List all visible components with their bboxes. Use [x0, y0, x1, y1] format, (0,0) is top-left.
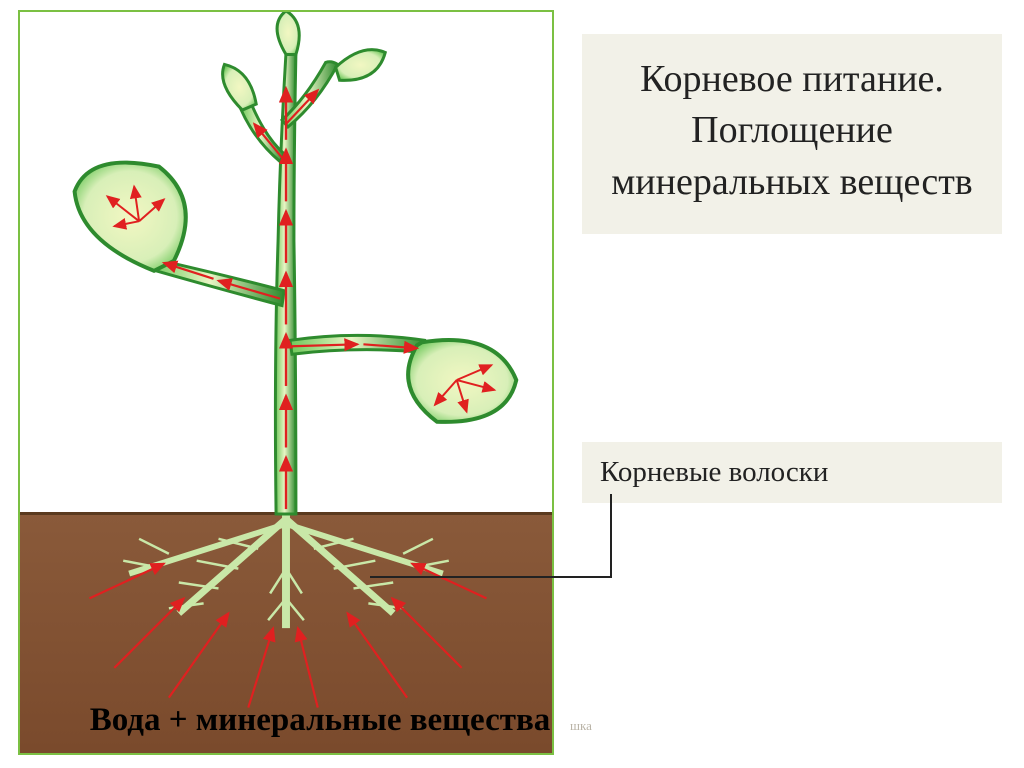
- label-connector-horizontal: [370, 576, 612, 578]
- bottom-caption: Вода + минеральные вещества: [80, 700, 560, 741]
- root-hair-label: Корневые волоски: [600, 456, 984, 489]
- plant-illustration: [20, 12, 552, 753]
- label-connector-vertical: [610, 494, 612, 578]
- watermark-text: шка: [570, 718, 592, 734]
- root-hair-label-box: Корневые волоски: [582, 442, 1002, 503]
- diagram-panel: Вода + минеральные вещества: [18, 10, 554, 755]
- title-text: Корневое питание. Поглощение минеральных…: [594, 54, 990, 208]
- title-box: Корневое питание. Поглощение минеральных…: [582, 34, 1002, 234]
